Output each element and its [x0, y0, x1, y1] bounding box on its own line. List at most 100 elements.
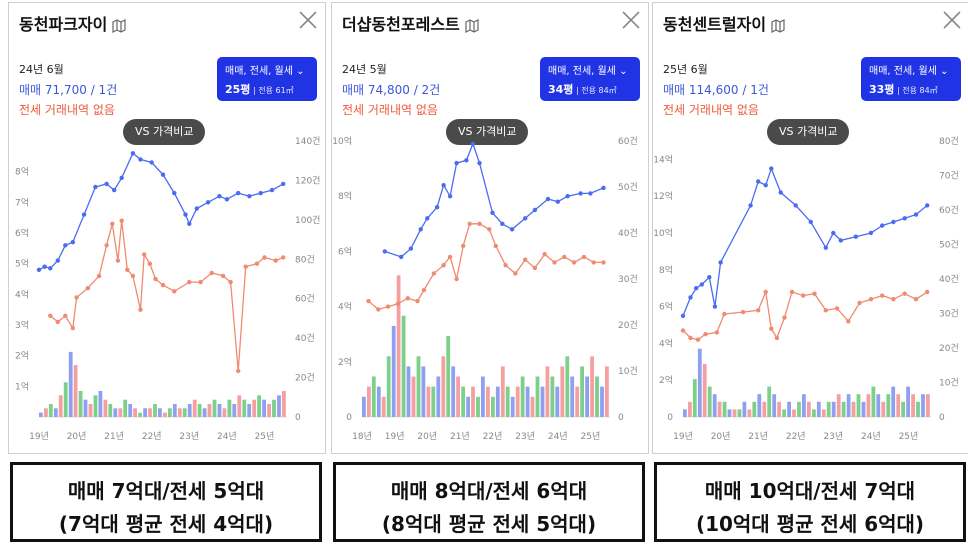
volume-bar: [886, 394, 891, 417]
jeonse-price-point: [880, 293, 885, 298]
jeonse-price-point: [823, 308, 828, 313]
price-chart: 0 2억 4억 6억 8억 10억 12억 14억 0 10건 20건 30건 40건 50건 60건 70건…: [653, 136, 959, 442]
x-tick: 18년: [352, 431, 372, 442]
volume-bar: [540, 386, 545, 417]
volume-bar: [262, 399, 266, 417]
volume-bar: [386, 356, 391, 417]
trade-price-point: [224, 197, 230, 202]
jeonse-price-point: [467, 221, 472, 226]
jeonse-price-point: [477, 221, 482, 226]
volume-bar: [495, 386, 500, 417]
deal-type-text: 매매, 전세, 월세: [548, 66, 616, 77]
volume-bar: [821, 409, 826, 417]
trade-price-point: [565, 194, 570, 199]
volume-bar: [856, 394, 861, 417]
apartment-card: 동천센트럴자이 25년 6월 매매 114,600 / 1건 전세 거래내역 없음 매매…: [652, 2, 968, 454]
jeonse-price-line: [368, 223, 604, 311]
jeonse-price-point: [846, 319, 851, 324]
trade-price-point: [756, 179, 761, 184]
y-left-tick: 8억: [659, 264, 673, 276]
volume-bar: [896, 394, 901, 417]
y-left-tick: 7억: [15, 196, 29, 208]
pyeong-size: 33평: [869, 83, 895, 96]
volume-bar: [143, 408, 147, 417]
vs-compare-button[interactable]: VS 가격비교: [767, 119, 850, 145]
volume-bar: [148, 408, 152, 417]
trade-price-point: [434, 205, 440, 210]
close-icon[interactable]: [297, 9, 319, 31]
latest-trade-price: 매매 74,800 / 2건: [342, 83, 441, 97]
map-icon[interactable]: [465, 18, 479, 33]
separator: |: [250, 86, 259, 95]
jeonse-price-point: [581, 254, 587, 260]
apartment-title[interactable]: 더샵동천포레스트: [342, 11, 479, 35]
latest-period: 24년 5월: [342, 63, 387, 76]
jeonse-price-point: [812, 291, 817, 296]
trade-price-point: [545, 196, 551, 202]
trade-price-point: [588, 191, 593, 196]
y-right-tick: 60건: [295, 294, 315, 305]
trade-price-point: [500, 221, 505, 226]
trade-price-point: [425, 216, 430, 221]
jeonse-price-point: [147, 261, 152, 266]
jeonse-price-point: [220, 273, 226, 279]
map-icon[interactable]: [112, 18, 126, 33]
volume-bar: [797, 401, 801, 417]
jeonse-price-point: [125, 267, 130, 272]
volume-bar: [391, 325, 396, 417]
deal-type-selector[interactable]: 매매, 전세, 월세 ⌄ 34평 | 전용 84㎡: [540, 57, 640, 101]
volume-bar: [921, 394, 925, 417]
volume-bar: [727, 409, 732, 417]
volume-bar: [812, 409, 816, 417]
jeonse-price-point: [405, 296, 410, 301]
volume-bar: [118, 408, 123, 417]
summary-price-range: 매매 8억대/전세 6억대: [390, 479, 588, 503]
trade-price-point: [555, 199, 560, 204]
jeonse-status: 전세 거래내역 없음: [19, 103, 115, 117]
deal-type-text: 매매, 전세, 월세: [225, 66, 293, 77]
close-icon[interactable]: [941, 9, 963, 31]
jeonse-price-point: [769, 326, 774, 331]
close-icon[interactable]: [620, 9, 642, 31]
trade-price-point: [769, 166, 774, 171]
apartment-name: 동천센트럴자이: [663, 15, 767, 34]
map-icon[interactable]: [771, 18, 785, 33]
volume-bar: [491, 396, 495, 417]
volume-bar: [481, 376, 485, 417]
volume-bar: [550, 376, 555, 417]
exclusive-area: 전용 61㎡: [258, 86, 294, 95]
y-right-tick: 0: [618, 413, 624, 423]
deal-type-selector[interactable]: 매매, 전세, 월세 ⌄ 33평 | 전용 84㎡: [861, 57, 961, 101]
pyeong-size: 34평: [548, 83, 574, 96]
volume-bar: [212, 399, 217, 417]
trade-price-point: [707, 275, 712, 280]
y-left-tick: 8억: [338, 190, 352, 202]
vs-compare-button[interactable]: VS 가격비교: [446, 119, 529, 145]
y-right-tick: 60건: [939, 205, 959, 216]
y-right-tick: 70건: [939, 171, 959, 182]
volume-bar: [113, 408, 118, 417]
trade-price-point: [778, 190, 783, 195]
jeonse-price-point: [115, 258, 121, 263]
volume-bar: [78, 391, 83, 417]
jeonse-price-point: [366, 298, 371, 304]
jeonse-price-point: [601, 260, 606, 265]
y-right-tick: 140건: [295, 136, 320, 147]
volume-bar: [53, 408, 58, 417]
jeonse-price-point: [789, 289, 795, 295]
trade-price-point: [138, 157, 143, 162]
trade-price-point: [112, 187, 117, 193]
jeonse-price-point: [695, 337, 701, 342]
vs-compare-button[interactable]: VS 가격비교: [123, 119, 206, 145]
summary-box: 매매 10억대/전세 7억대 (10억대 평균 전세 6억대): [654, 462, 966, 542]
volume-bar: [406, 366, 411, 417]
trade-price-point: [680, 313, 686, 318]
deal-type-text: 매매, 전세, 월세: [869, 66, 937, 77]
trade-price-point: [699, 282, 704, 287]
deal-type-selector[interactable]: 매매, 전세, 월세 ⌄ 25평 | 전용 61㎡: [217, 57, 317, 101]
volume-bar: [401, 315, 406, 417]
jeonse-price-point: [714, 330, 719, 335]
jeonse-price-point: [722, 311, 727, 317]
apartment-title[interactable]: 동천파크자이: [19, 11, 126, 35]
apartment-title[interactable]: 동천센트럴자이: [663, 11, 785, 35]
